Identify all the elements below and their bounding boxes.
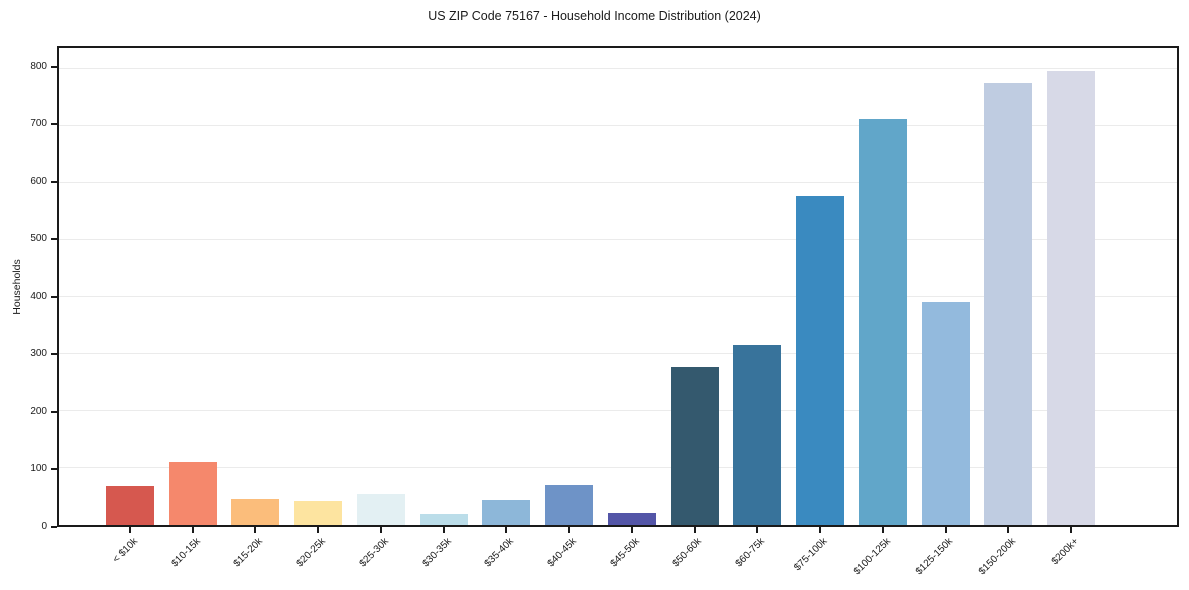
x-tick-mark (1070, 527, 1072, 533)
gridline (59, 352, 1177, 354)
y-tick-label: 100 (30, 463, 47, 475)
x-tick-mark (442, 527, 445, 533)
x-tick-mark (881, 527, 884, 533)
y-tick-label: 0 (41, 521, 47, 532)
bar (545, 485, 594, 525)
x-tick-label: $100-125k (851, 536, 893, 578)
y-tick-label: 300 (30, 348, 47, 360)
x-tick-label: $20-25k (294, 536, 328, 570)
x-tick-label: $35-40k (482, 536, 517, 570)
y-tick-label: 500 (30, 233, 47, 245)
bar (921, 302, 970, 525)
chart-title: US ZIP Code 75167 - Household Income Dis… (428, 9, 761, 23)
x-tick-label: $30-35k (420, 536, 454, 570)
gridline (59, 67, 1177, 69)
plot-area (57, 46, 1179, 527)
y-tick-label: 600 (30, 175, 47, 187)
bar (106, 485, 154, 525)
x-tick-label: $125-150k (914, 536, 956, 578)
x-tick-label: $25-30k (357, 536, 391, 570)
bar (984, 82, 1033, 525)
y-tick-mark (51, 123, 57, 126)
x-tick-label: < $10k (110, 536, 140, 566)
x-tick-label: $50-60k (671, 536, 705, 570)
x-tick-mark (129, 527, 131, 533)
gridline (59, 295, 1177, 297)
x-tick-mark (944, 527, 947, 533)
y-tick-mark (51, 468, 57, 471)
gridline (59, 466, 1177, 468)
bar (231, 498, 280, 525)
x-tick-mark (254, 527, 257, 533)
bar (356, 494, 405, 525)
x-tick-label: $45-50k (608, 536, 642, 570)
x-tick-mark (379, 527, 382, 533)
bar (482, 499, 531, 525)
gridline (59, 181, 1177, 183)
y-tick-label: 200 (30, 405, 47, 417)
x-tick-label: $200k+ (1049, 536, 1081, 568)
bar (607, 513, 656, 525)
x-tick-mark (568, 527, 571, 533)
bar (670, 366, 719, 525)
y-tick-mark (51, 353, 57, 356)
y-tick-mark (51, 180, 57, 183)
bar (858, 119, 907, 525)
y-tick-mark (51, 238, 57, 241)
gridline (59, 238, 1177, 240)
x-tick-label: $15-20k (231, 536, 266, 570)
x-tick-mark (693, 527, 696, 533)
bar (294, 501, 343, 525)
x-axis: < $10k $10-15k $15-20k $20-25k $25-30k $30-35… (57, 527, 1179, 590)
x-tick-label: $60-75k (733, 536, 768, 570)
x-tick-mark (505, 527, 508, 533)
y-tick-label: 700 (30, 118, 47, 130)
bar (796, 196, 845, 525)
bar (168, 461, 217, 525)
x-tick-mark (630, 527, 633, 533)
y-axis: 0 100 200 300 400 500 600 700 800 (0, 46, 57, 532)
y-tick-label: 800 (30, 60, 47, 72)
bar (733, 345, 782, 525)
y-tick-mark (51, 410, 57, 413)
y-tick-mark (51, 65, 57, 68)
y-tick-mark (51, 295, 57, 298)
x-tick-label: $10-15k (169, 536, 203, 570)
x-tick-mark (317, 527, 320, 533)
bar (419, 514, 468, 525)
x-tick-label: $40-45k (545, 536, 579, 570)
x-tick-label: $150-200k (976, 536, 1019, 578)
x-tick-mark (819, 527, 822, 533)
gridline (59, 409, 1177, 411)
y-tick-label: 400 (30, 290, 47, 302)
x-tick-mark (756, 527, 759, 533)
x-tick-label: $75-100k (792, 536, 830, 574)
y-tick-mark (51, 526, 57, 528)
gridline (59, 124, 1177, 126)
x-tick-mark (1007, 527, 1010, 533)
x-tick-mark (191, 527, 194, 533)
bar (1047, 71, 1095, 525)
